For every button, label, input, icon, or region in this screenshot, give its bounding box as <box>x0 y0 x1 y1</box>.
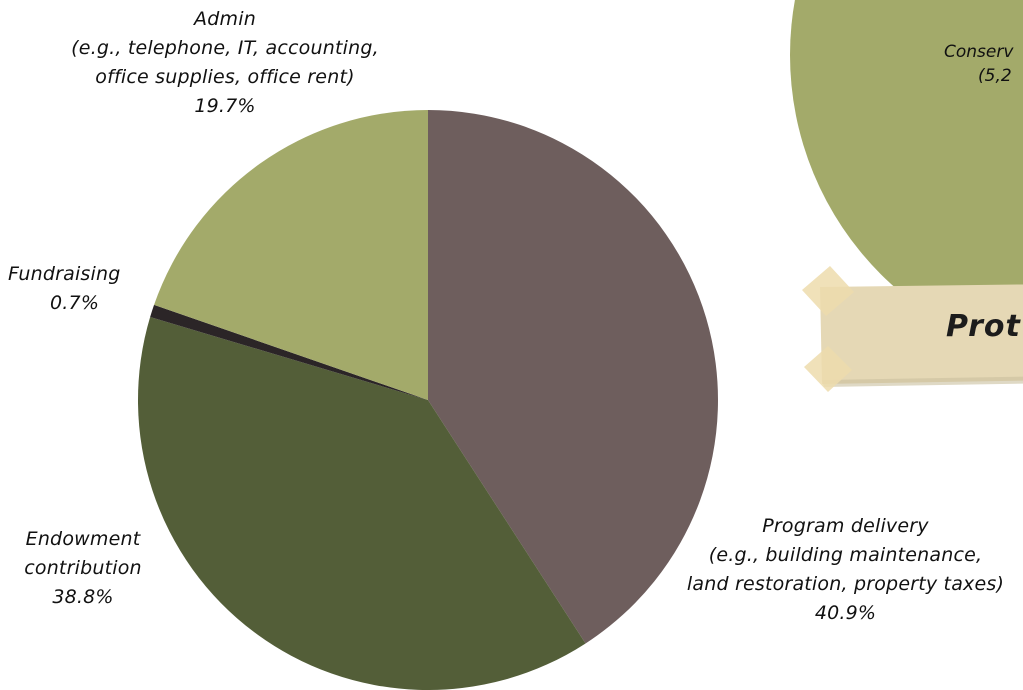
tape-top-icon <box>802 266 854 316</box>
conservation-label-line1: Conserv <box>944 42 1014 62</box>
program-percent: 40.9% <box>814 602 877 624</box>
endowment-title-2: contribution <box>24 557 142 579</box>
pie-slice-1 <box>137 316 586 690</box>
endowment-percent: 38.8% <box>52 586 114 608</box>
admin-detail-1: (e.g., telephone, IT, accounting, <box>71 37 379 59</box>
program-title: Program delivery <box>762 515 929 537</box>
conservation-label: Conserv (5,2 <box>944 40 1013 88</box>
tape-bottom-icon <box>804 346 852 392</box>
conservation-circle <box>790 0 1023 356</box>
fundraising-label: Fundraising 0.7% <box>8 260 138 318</box>
admin-label: Admin (e.g., telephone, IT, accounting, … <box>50 5 400 121</box>
pie-slices <box>137 110 718 690</box>
fundraising-title: Fundraising <box>8 263 121 285</box>
program-detail-2: land restoration, property taxes) <box>686 573 1005 595</box>
conservation-circle-group <box>790 0 1023 356</box>
banner-text: Prot <box>946 309 1021 344</box>
admin-detail-2: office supplies, office rent) <box>95 66 355 88</box>
endowment-label: Endowment contribution 38.8% <box>8 525 158 612</box>
conservation-label-line2: (5,2 <box>978 66 1012 86</box>
fundraising-percent: 0.7% <box>50 292 100 314</box>
banner-paper <box>820 284 1023 384</box>
endowment-title-1: Endowment <box>25 528 141 550</box>
program-label: Program delivery (e.g., building mainten… <box>668 512 1023 628</box>
banner-shadow <box>822 376 1023 387</box>
admin-title: Admin <box>194 8 256 30</box>
pie-slice-0 <box>428 110 718 644</box>
tape-banner <box>802 266 1023 392</box>
pie-slice-2 <box>150 304 428 400</box>
pie-slice-3 <box>154 110 429 400</box>
admin-percent: 19.7% <box>194 95 256 117</box>
program-detail-1: (e.g., building maintenance, <box>708 544 983 566</box>
